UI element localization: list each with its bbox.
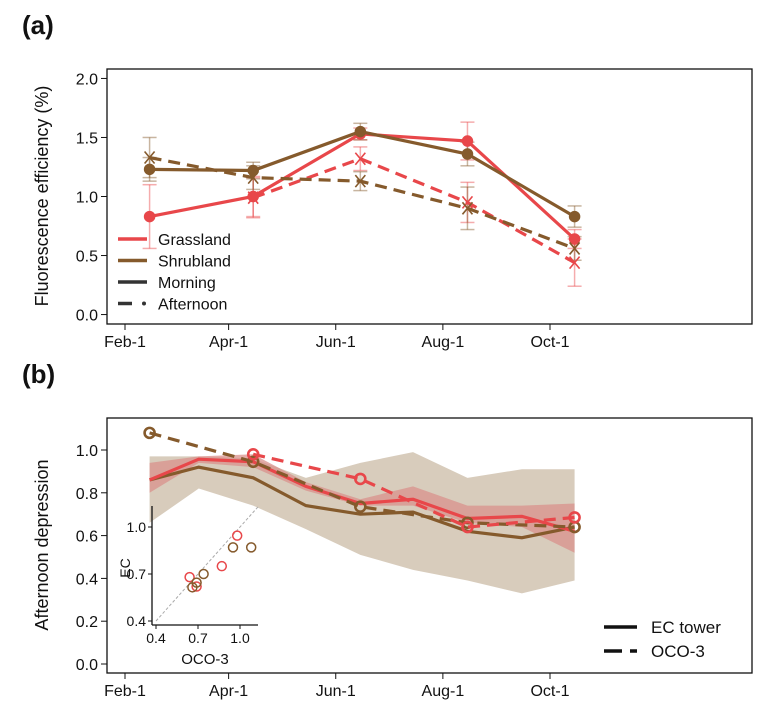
panel-a-plot: Feb-1 Apr-1 Jun-1 Aug-1 Oct-1 0.0 0.5 1.0 1.5 2.0… [76,68,753,351]
a-x-tick-label: Oct-1 [530,334,569,351]
a-x-tick-label: Aug-1 [422,334,465,351]
marker-shrubland-afternoon [568,241,581,255]
inset-x-tick-label: 1.0 [230,630,250,646]
inset-scatter: OCO-3 EC 0.4 0.7 1.0 0.4 0.7 1.0 [117,506,259,668]
b-y-tick-label: 1.0 [76,443,98,460]
a-y-tick-label: 0.0 [76,308,98,325]
marker-grassland-morning [568,233,581,245]
inset-point-shrubland [191,577,202,588]
b-y-tick-label: 0.2 [76,614,98,631]
marker-grassland-oco3 [461,520,474,534]
legend-item: Shrubland [118,254,231,271]
b-y-tick-label: 0.4 [76,571,98,588]
x-marker-stroke [247,191,259,205]
marker-shrubland-oco3 [246,455,260,469]
b-x-tick-label: Aug-1 [422,683,465,700]
b-y-tick-label: 0.0 [76,657,98,674]
panel-b-ylabel: Afternoon depression [32,459,52,630]
legend-item: Grassland [118,232,231,249]
legend-item: Morning [118,275,216,292]
inset-xlabel: OCO-3 [181,651,229,668]
line-shrubland-oco3 [149,431,575,529]
inset-x-tick-label: 0.4 [146,630,166,646]
x-marker-stroke [354,152,366,166]
inset-point-shrubland [245,542,257,553]
a-y-tick-label: 0.5 [76,249,98,266]
line-grassland-afternoon [252,157,576,265]
inset-point-shrubland [227,542,239,553]
marker-shrubland-morning [354,125,367,138]
marker-shrubland-morning [247,164,259,177]
legend-label: Grassland [158,232,231,249]
x-marker-stroke [143,151,156,165]
marker-shrubland-oco3 [354,500,367,514]
inset-y-tick-label: 0.4 [127,613,147,629]
b-y-tick-label: 0.6 [76,529,98,546]
inset-point-grassland [231,530,243,541]
b-plot-frame [106,417,753,674]
marker-shrubland-afternoon [354,174,366,188]
inset-point-grassland [184,571,195,583]
b-x-tick-label: Jun-1 [316,683,356,700]
b-x-tick-label: Feb-1 [104,683,146,700]
inset-x-tick-label: 0.7 [188,630,208,646]
panel-b-plot: Feb-1 Apr-1 Jun-1 Aug-1 Oct-1 0.0 0.2 0.4 0.6 0.8… [76,417,753,700]
marker-grassland-afternoon [354,152,366,166]
legend-label: EC tower [651,618,721,637]
b-x-tick-label: Oct-1 [530,683,569,700]
marker-grassland-afternoon [568,256,581,270]
marker-shrubland-oco3 [461,516,474,530]
x-marker-stroke [461,195,474,209]
marker-shrubland-oco3 [143,426,156,440]
marker-grassland-oco3 [246,447,260,461]
marker-grassland-oco3 [568,511,581,524]
x-marker-stroke [568,256,581,270]
marker-grassland-morning [143,210,156,223]
a-x-tick-label: Feb-1 [104,334,146,351]
marker-shrubland-afternoon [247,171,259,185]
marker-shrubland-morning [568,210,581,223]
a-y-tick-label: 2.0 [76,71,98,88]
b-y-tick-label: 0.8 [76,486,98,503]
line-grassland-ec-tower [148,457,576,533]
b-x-tick-label: Apr-1 [209,683,248,700]
a-x-tick-label: Apr-1 [209,334,248,351]
marker-grassland-afternoon [247,191,259,205]
inset-ylabel: EC [117,558,133,577]
line-shrubland-ec-tower [149,465,575,540]
inset-y-tick-label: 1.0 [127,519,147,535]
legend-label: Shrubland [158,254,231,271]
legend-swatch-dot [142,301,146,306]
band-shrubland-ec [149,452,575,594]
marker-grassland-oco3 [354,472,367,486]
inset-point-grassland [191,581,202,592]
a-y-tick-label: 1.0 [76,190,98,207]
marker-shrubland-morning [461,148,474,160]
marker-shrubland-afternoon [143,151,156,165]
marker-shrubland-morning [143,163,156,176]
legend-label: Morning [158,275,216,292]
x-marker-stroke [354,174,366,188]
x-marker-stroke [568,241,581,255]
panel-a-ylabel: Fluorescence efficiency (%) [32,86,52,307]
x-marker-stroke [247,171,259,185]
marker-grassland-morning [461,135,474,147]
panel-a-label: (a) [22,10,54,40]
inset-point-shrubland [198,568,209,580]
inset-point-grassland [216,560,228,572]
legend-item: OCO-3 [604,642,705,661]
marker-grassland-afternoon [461,195,474,209]
one-to-one-line [155,506,259,622]
a-y-tick-label: 1.5 [76,130,98,147]
legend-item: EC tower [604,618,721,637]
marker-shrubland-afternoon [461,201,474,215]
legend-item: Afternoon [118,297,227,314]
panel-b-label: (b) [22,359,55,389]
a-x-tick-label: Jun-1 [316,334,356,351]
x-marker-stroke [461,201,474,215]
inset-y-tick-label: 0.7 [127,566,147,582]
legend-label: OCO-3 [651,642,705,661]
legend-label: Afternoon [158,297,227,314]
